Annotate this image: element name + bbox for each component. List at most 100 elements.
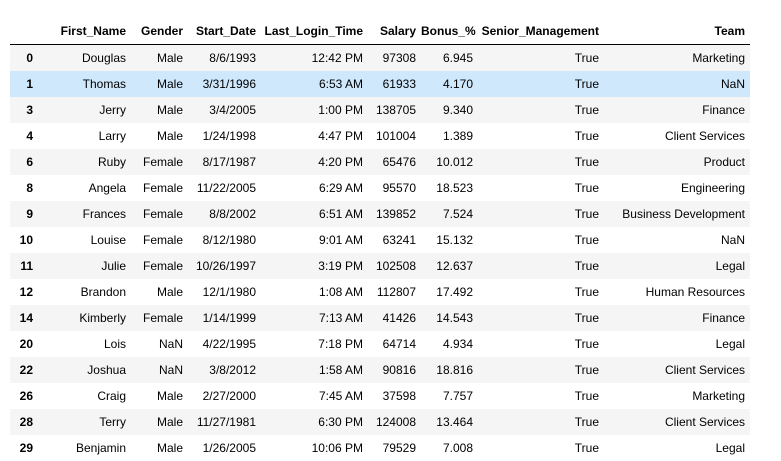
senior-management-cell: True [478, 357, 604, 383]
row-index: 14 [10, 305, 38, 331]
start-date-header: Start_Date [188, 18, 261, 45]
gender-cell: Female [131, 201, 188, 227]
bonus-cell: 17.492 [421, 279, 478, 305]
salary-cell: 63241 [368, 227, 421, 253]
gender-cell: Male [131, 435, 188, 461]
index-header [10, 18, 38, 45]
salary-cell: 138705 [368, 97, 421, 123]
team-cell: Marketing [604, 383, 750, 409]
salary-cell: 37598 [368, 383, 421, 409]
start-date-cell: 3/4/2005 [188, 97, 261, 123]
start-date-cell: 3/31/1996 [188, 71, 261, 97]
gender-cell: Female [131, 305, 188, 331]
team-cell: Client Services [604, 357, 750, 383]
row-index: 6 [10, 149, 38, 175]
last-login-time-cell: 6:53 AM [261, 71, 368, 97]
senior-management-cell: True [478, 383, 604, 409]
senior-management-cell: True [478, 227, 604, 253]
salary-cell: 112807 [368, 279, 421, 305]
start-date-cell: 1/14/1999 [188, 305, 261, 331]
team-cell: Legal [604, 331, 750, 357]
row-index: 22 [10, 357, 38, 383]
row-index: 26 [10, 383, 38, 409]
last-login-time-cell: 1:58 AM [261, 357, 368, 383]
gender-header: Gender [131, 18, 188, 45]
senior-management-cell: True [478, 71, 604, 97]
gender-cell: NaN [131, 331, 188, 357]
team-cell: Legal [604, 435, 750, 461]
salary-cell: 101004 [368, 123, 421, 149]
first-name-cell: Joshua [38, 357, 131, 383]
first-name-cell: Larry [38, 123, 131, 149]
last-login-time-cell: 6:51 AM [261, 201, 368, 227]
senior-management-cell: True [478, 175, 604, 201]
first-name-cell: Thomas [38, 71, 131, 97]
first-name-cell: Douglas [38, 45, 131, 72]
row-index: 28 [10, 409, 38, 435]
bonus-cell: 10.012 [421, 149, 478, 175]
row-index: 20 [10, 331, 38, 357]
gender-cell: Female [131, 227, 188, 253]
bonus-cell: 1.389 [421, 123, 478, 149]
bonus-cell: 12.637 [421, 253, 478, 279]
first-name-cell: Angela [38, 175, 131, 201]
gender-cell: Male [131, 45, 188, 72]
salary-header: Salary [368, 18, 421, 45]
last-login-time-cell: 7:18 PM [261, 331, 368, 357]
salary-cell: 90816 [368, 357, 421, 383]
bonus-cell: 18.816 [421, 357, 478, 383]
bonus-cell: 9.340 [421, 97, 478, 123]
team-cell: NaN [604, 227, 750, 253]
last-login-time-cell: 12:42 PM [261, 45, 368, 72]
senior-management-cell: True [478, 97, 604, 123]
senior-management-cell: True [478, 253, 604, 279]
senior-management-cell: True [478, 201, 604, 227]
first-name-header: First_Name [38, 18, 131, 45]
first-name-cell: Lois [38, 331, 131, 357]
bonus-cell: 4.170 [421, 71, 478, 97]
start-date-cell: 1/24/1998 [188, 123, 261, 149]
gender-cell: Female [131, 253, 188, 279]
gender-cell: Male [131, 383, 188, 409]
bonus-cell: 18.523 [421, 175, 478, 201]
gender-cell: Female [131, 149, 188, 175]
team-cell: Legal [604, 253, 750, 279]
start-date-cell: 3/8/2012 [188, 357, 261, 383]
first-name-cell: Kimberly [38, 305, 131, 331]
salary-cell: 41426 [368, 305, 421, 331]
last-login-time-cell: 4:47 PM [261, 123, 368, 149]
team-cell: Marketing [604, 45, 750, 72]
senior-management-cell: True [478, 409, 604, 435]
team-cell: Client Services [604, 409, 750, 435]
start-date-cell: 10/26/1997 [188, 253, 261, 279]
first-name-cell: Julie [38, 253, 131, 279]
senior-management-cell: True [478, 279, 604, 305]
bonus-header: Bonus_% [421, 18, 478, 45]
team-cell: Client Services [604, 123, 750, 149]
first-name-cell: Brandon [38, 279, 131, 305]
last-login-time-cell: 6:29 AM [261, 175, 368, 201]
gender-cell: Female [131, 175, 188, 201]
last-login-time-header: Last_Login_Time [261, 18, 368, 45]
start-date-cell: 8/6/1993 [188, 45, 261, 72]
last-login-time-cell: 10:06 PM [261, 435, 368, 461]
last-login-time-cell: 1:00 PM [261, 97, 368, 123]
team-cell: Business Development [604, 201, 750, 227]
first-name-cell: Jerry [38, 97, 131, 123]
start-date-cell: 8/17/1987 [188, 149, 261, 175]
row-index: 9 [10, 201, 38, 227]
last-login-time-cell: 9:01 AM [261, 227, 368, 253]
team-cell: NaN [604, 71, 750, 97]
salary-cell: 124008 [368, 409, 421, 435]
